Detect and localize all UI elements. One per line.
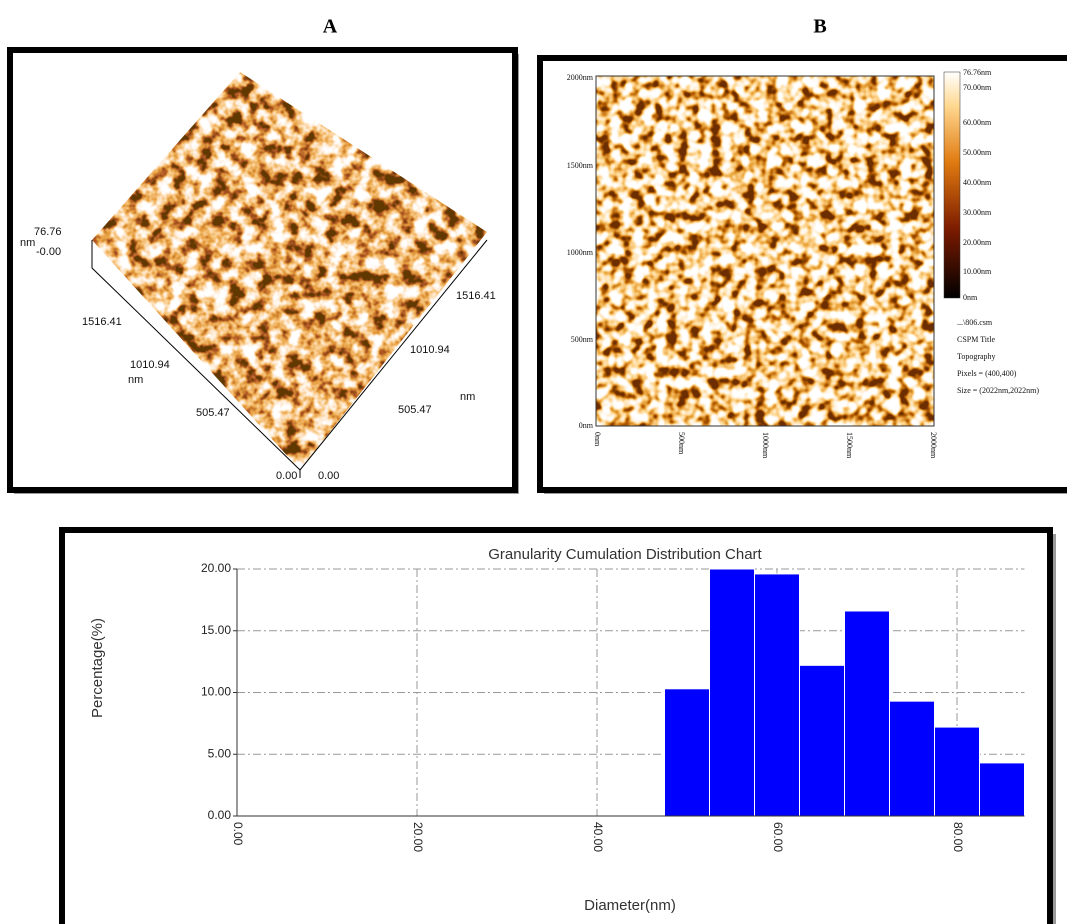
axis-label: 76.76 xyxy=(34,226,62,238)
colorbar-label: 10.00nm xyxy=(963,267,992,276)
bar xyxy=(710,569,755,816)
axis-label: 1516.41 xyxy=(456,290,496,302)
x-tick-label: 1000nm xyxy=(761,432,770,459)
chart-title: Granularity Cumulation Distribution Char… xyxy=(488,546,762,563)
x-tick-label: 0.00 xyxy=(231,822,245,846)
info-text: Pixels = (400,400) xyxy=(957,369,1017,378)
colorbar-label: 40.00nm xyxy=(963,178,992,187)
y-tick-label: 1000nm xyxy=(567,248,594,257)
bar xyxy=(800,665,845,816)
y-tick-label: 2000nm xyxy=(567,73,594,82)
axis-label: 505.47 xyxy=(196,407,230,419)
colorbar-label: 50.00nm xyxy=(963,148,992,157)
bar xyxy=(980,763,1025,816)
y-axis-label: Percentage(%) xyxy=(89,618,106,718)
x-tick-label: 60.00 xyxy=(771,822,785,852)
axis-label: 0.00 xyxy=(276,470,297,482)
info-text: Topography xyxy=(957,352,996,361)
axis-label: 1516.41 xyxy=(82,316,122,328)
colorbar-label: 30.00nm xyxy=(963,208,992,217)
x-tick-label: 2000nm xyxy=(929,432,938,459)
colorbar-label: 60.00nm xyxy=(963,118,992,127)
x-tick-label: 20.00 xyxy=(411,822,425,852)
x-tick-label: 80.00 xyxy=(951,822,965,852)
axis-label: nm xyxy=(20,237,35,249)
info-text: ...\806.csm xyxy=(957,318,993,327)
colorbar-label: 76.76nm xyxy=(963,68,992,77)
bar xyxy=(890,701,935,816)
info-text: CSPM Title xyxy=(957,335,995,344)
x-tick-label: 40.00 xyxy=(591,822,605,852)
figure: A B Granularity Cumulation Distribution … xyxy=(0,0,1067,924)
y-tick-label: 0nm xyxy=(579,421,594,430)
topography-image xyxy=(596,76,934,426)
y-tick-label: 0.00 xyxy=(208,808,232,822)
axis-label: nm xyxy=(128,374,143,386)
axis-label: 0.00 xyxy=(318,470,339,482)
y-tick-label: 1500nm xyxy=(567,161,594,170)
axis-label: 1010.94 xyxy=(130,359,170,371)
colorbar-label: 70.00nm xyxy=(963,83,992,92)
x-tick-label: 0nm xyxy=(593,432,602,447)
y-tick-label: 10.00 xyxy=(201,685,231,699)
panel-label: A xyxy=(323,16,338,38)
y-tick-label: 20.00 xyxy=(201,561,231,575)
y-tick-label: 15.00 xyxy=(201,623,231,637)
info-text: Size = (2022nm,2022nm) xyxy=(957,386,1039,395)
x-axis-label: Diameter(nm) xyxy=(584,897,676,914)
bar xyxy=(665,689,710,816)
y-tick-label: 5.00 xyxy=(208,746,232,760)
bar xyxy=(755,574,800,816)
bar xyxy=(845,611,890,816)
x-tick-label: 1500nm xyxy=(845,432,854,459)
bar xyxy=(935,727,980,816)
axis-label: 505.47 xyxy=(398,404,432,416)
axis-label: nm xyxy=(460,391,475,403)
x-tick-label: 500nm xyxy=(677,432,686,455)
axis-label: 1010.94 xyxy=(410,344,450,356)
panel-label: B xyxy=(813,16,826,38)
y-tick-label: 500nm xyxy=(571,335,594,344)
colorbar-label: 0nm xyxy=(963,293,978,302)
axis-label: -0.00 xyxy=(36,246,61,258)
colorbar-label: 20.00nm xyxy=(963,238,992,247)
colorbar xyxy=(944,72,960,298)
